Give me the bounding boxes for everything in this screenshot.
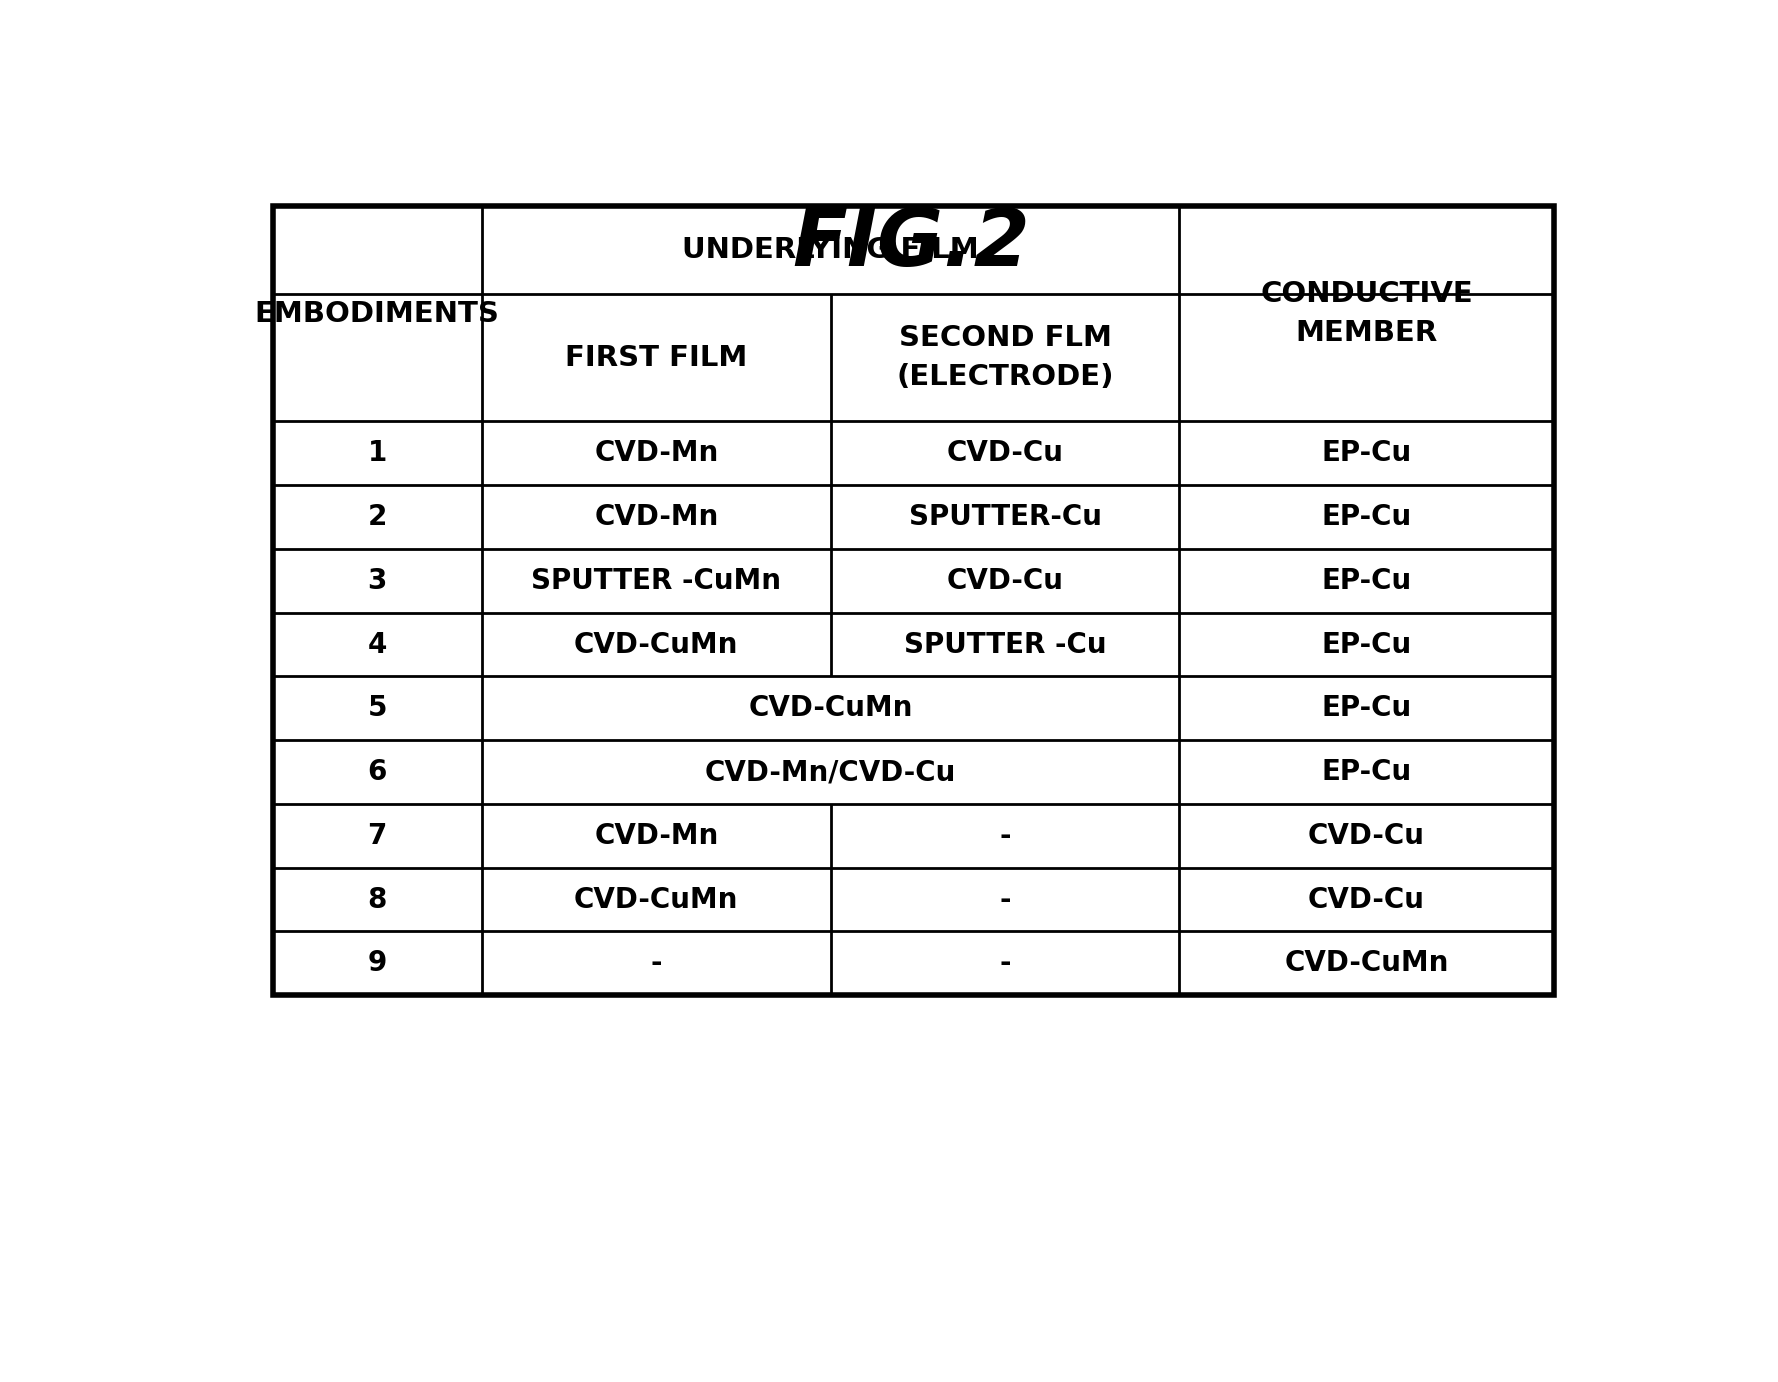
Text: SPUTTER -CuMn: SPUTTER -CuMn xyxy=(532,567,781,594)
Text: -: - xyxy=(999,886,1010,914)
Text: 5: 5 xyxy=(368,694,388,723)
Text: SPUTTER -Cu: SPUTTER -Cu xyxy=(903,630,1106,659)
Text: EMBODIMENTS: EMBODIMENTS xyxy=(254,300,500,328)
Text: CONDUCTIVE
MEMBER: CONDUCTIVE MEMBER xyxy=(1261,281,1472,347)
Text: EP-Cu: EP-Cu xyxy=(1321,694,1412,723)
Text: 9: 9 xyxy=(368,949,388,977)
Text: FIG.2: FIG.2 xyxy=(793,206,1029,283)
Text: EP-Cu: EP-Cu xyxy=(1321,630,1412,659)
Text: SPUTTER-Cu: SPUTTER-Cu xyxy=(909,503,1102,531)
Text: SECOND FLM
(ELECTRODE): SECOND FLM (ELECTRODE) xyxy=(896,325,1113,391)
Text: EP-Cu: EP-Cu xyxy=(1321,503,1412,531)
Text: EP-Cu: EP-Cu xyxy=(1321,439,1412,467)
Text: CVD-Mn: CVD-Mn xyxy=(594,503,718,531)
Text: 7: 7 xyxy=(368,822,388,850)
Text: 1: 1 xyxy=(368,439,388,467)
Text: CVD-Cu: CVD-Cu xyxy=(1309,822,1424,850)
Text: 6: 6 xyxy=(368,759,388,786)
Text: -: - xyxy=(651,949,661,977)
Text: FIRST FILM: FIRST FILM xyxy=(565,344,747,372)
Text: UNDERLYING FILM: UNDERLYING FILM xyxy=(683,236,980,264)
Text: CVD-CuMn: CVD-CuMn xyxy=(1284,949,1449,977)
Text: CVD-Mn: CVD-Mn xyxy=(594,822,718,850)
Text: CVD-Cu: CVD-Cu xyxy=(946,439,1063,467)
Text: CVD-CuMn: CVD-CuMn xyxy=(574,630,738,659)
Text: CVD-CuMn: CVD-CuMn xyxy=(749,694,912,723)
Text: EP-Cu: EP-Cu xyxy=(1321,567,1412,594)
Text: CVD-Mn: CVD-Mn xyxy=(594,439,718,467)
Text: 3: 3 xyxy=(368,567,388,594)
Text: -: - xyxy=(999,949,1010,977)
Text: 4: 4 xyxy=(368,630,388,659)
Text: EP-Cu: EP-Cu xyxy=(1321,759,1412,786)
Text: 2: 2 xyxy=(368,503,388,531)
Text: CVD-Cu: CVD-Cu xyxy=(1309,886,1424,914)
Text: CVD-Cu: CVD-Cu xyxy=(946,567,1063,594)
Text: CVD-Mn/CVD-Cu: CVD-Mn/CVD-Cu xyxy=(704,759,957,786)
Text: -: - xyxy=(999,822,1010,850)
Bar xyxy=(272,206,1554,995)
Text: CVD-CuMn: CVD-CuMn xyxy=(574,886,738,914)
Text: 8: 8 xyxy=(368,886,388,914)
